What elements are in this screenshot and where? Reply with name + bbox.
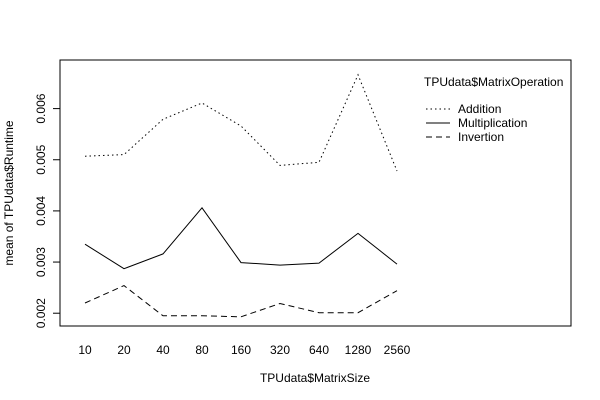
legend-title: TPUdata$MatrixOperation bbox=[424, 75, 563, 89]
y-axis-title: mean of TPUdata$Runtime bbox=[2, 120, 16, 266]
y-tick-label: 0.003 bbox=[34, 247, 48, 277]
y-tick-label: 0.004 bbox=[34, 196, 48, 226]
y-tick-label: 0.005 bbox=[34, 144, 48, 174]
y-axis: 0.002 0.003 0.004 0.005 0.006 bbox=[34, 93, 60, 328]
x-tick-label: 320 bbox=[270, 343, 290, 357]
x-tick-label: 20 bbox=[117, 343, 131, 357]
legend: TPUdata$MatrixOperation AdditionMultipli… bbox=[424, 75, 563, 144]
y-tick-label: 0.006 bbox=[34, 93, 48, 123]
series-line-addition bbox=[84, 73, 398, 172]
x-tick-label: 2560 bbox=[384, 343, 411, 357]
x-axis: 10 20 40 80 160 320 640 1280 2560 bbox=[78, 343, 410, 357]
x-tick-label: 10 bbox=[78, 343, 92, 357]
legend-label-multiplication: Multiplication bbox=[458, 116, 527, 130]
series-line-invertion bbox=[84, 285, 398, 318]
y-tick-label: 0.002 bbox=[34, 298, 48, 328]
legend-label-invertion: Invertion bbox=[458, 130, 504, 144]
x-tick-label: 160 bbox=[231, 343, 251, 357]
x-axis-title: TPUdata$MatrixSize bbox=[260, 371, 370, 385]
x-tick-label: 1280 bbox=[345, 343, 372, 357]
series-layer bbox=[84, 73, 398, 318]
x-tick-label: 640 bbox=[309, 343, 329, 357]
plot-frame bbox=[59, 59, 572, 327]
legend-label-addition: Addition bbox=[458, 102, 501, 116]
series-line-multiplication bbox=[84, 206, 398, 270]
x-tick-label: 40 bbox=[156, 343, 170, 357]
x-tick-label: 80 bbox=[195, 343, 209, 357]
